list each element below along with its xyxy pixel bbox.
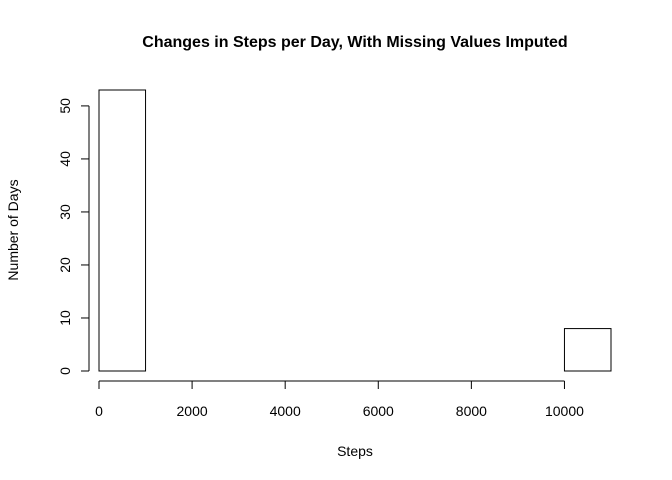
x-tick-label: 2000	[177, 403, 208, 419]
x-axis: 0 2000 4000 6000 8000 10000	[95, 380, 584, 419]
y-tick-label: 10	[57, 310, 73, 326]
histogram-bar	[98, 89, 147, 372]
x-axis-label: Steps	[337, 443, 373, 459]
y-tick-label: 0	[57, 367, 73, 375]
y-tick-label: 50	[57, 98, 73, 114]
y-axis: 0 10 20 30 40 50	[57, 98, 90, 375]
histogram-bar	[563, 328, 612, 372]
x-tick-label: 10000	[545, 403, 584, 419]
y-tick-label: 20	[57, 257, 73, 273]
x-tick-label: 4000	[270, 403, 301, 419]
x-tick-label: 8000	[456, 403, 487, 419]
x-tick-label: 0	[95, 403, 103, 419]
bars-group	[98, 89, 612, 372]
chart-title: Changes in Steps per Day, With Missing V…	[142, 34, 567, 51]
y-axis-label: Number of Days	[5, 179, 21, 280]
y-tick-label: 30	[57, 204, 73, 220]
y-tick-label: 40	[57, 151, 73, 167]
x-tick-label: 6000	[363, 403, 394, 419]
